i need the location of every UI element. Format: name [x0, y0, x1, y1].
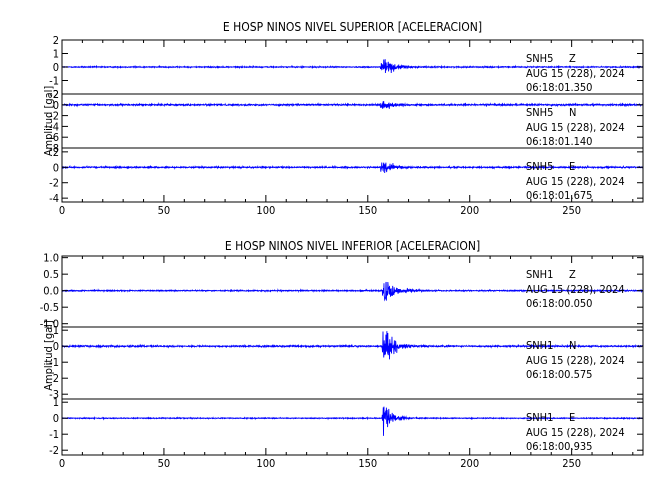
record-date: AUG 15 (228), 2024 — [526, 121, 625, 134]
y-tick-label: 1 — [53, 48, 59, 61]
y-tick-label: -8 — [49, 142, 59, 155]
y-tick-label: 0 — [53, 161, 59, 174]
component-code: Z — [569, 268, 576, 281]
waveform-trace — [61, 406, 644, 436]
chart-title: E HOSP NINOS NIVEL INFERIOR [ACELERACION… — [225, 239, 480, 253]
y-tick-label: -2 — [49, 444, 59, 457]
station-code: SNH5 — [526, 160, 553, 173]
station-code: SNH5 — [526, 52, 553, 65]
y-tick-label: 2 — [53, 88, 59, 101]
x-tick-label: 0 — [59, 204, 65, 217]
y-tick-label: 2 — [53, 34, 59, 47]
y-tick-label: 0 — [53, 61, 59, 74]
y-tick-label: -1 — [49, 428, 59, 441]
chart-frame — [61, 255, 644, 456]
waveform-trace — [61, 281, 644, 302]
station-code: SNH1 — [526, 411, 553, 424]
y-tick-label: -1 — [49, 356, 59, 369]
x-tick-label: 250 — [562, 204, 581, 217]
waveform-trace — [61, 59, 644, 74]
y-tick-label: -2 — [49, 177, 59, 190]
x-tick-label: 50 — [158, 204, 171, 217]
component-code: N — [569, 106, 576, 119]
y-tick-label: -2 — [49, 372, 59, 385]
component-code: N — [569, 339, 576, 352]
record-date: AUG 15 (228), 2024 — [526, 426, 625, 439]
y-tick-label: 0.5 — [43, 268, 59, 281]
y-tick-label: 0 — [53, 99, 59, 112]
y-tick-label: -1.0 — [40, 318, 59, 331]
y-tick-label: -0.5 — [40, 301, 59, 314]
chart-superior: E HOSP NINOS NIVEL SUPERIOR [ACELERACION… — [42, 20, 644, 217]
station-code: SNH1 — [526, 268, 553, 281]
y-tick-label: 2 — [53, 146, 59, 159]
y-tick-label: -2 — [49, 88, 59, 101]
record-time: 06:18:01.140 — [526, 135, 592, 148]
y-tick-label: -6 — [49, 131, 59, 144]
station-code: SNH1 — [526, 339, 553, 352]
x-tick-label: 200 — [460, 457, 479, 470]
y-tick-label: -4 — [49, 192, 59, 205]
x-tick-label: 150 — [358, 457, 377, 470]
component-code: E — [569, 160, 575, 173]
chart-inferior: E HOSP NINOS NIVEL INFERIOR [ACELERACION… — [40, 239, 644, 470]
component-code: Z — [569, 52, 576, 65]
record-date: AUG 15 (228), 2024 — [526, 175, 625, 188]
y-tick-label: -1 — [49, 75, 59, 88]
waveform-trace — [61, 101, 644, 109]
x-tick-label: 250 — [562, 457, 581, 470]
y-tick-label: -3 — [49, 388, 59, 401]
y-tick-label: -4 — [49, 120, 59, 133]
waveform-trace — [61, 331, 644, 360]
y-tick-label: 1 — [53, 324, 59, 337]
y-tick-label: 0 — [53, 412, 59, 425]
x-tick-label: 100 — [256, 204, 275, 217]
x-tick-label: 150 — [358, 204, 377, 217]
x-tick-label: 50 — [158, 457, 171, 470]
panel-snh1-z: 1.0 0.5 0.0 -0.5 -1.0 SNH1 Z AUG 15 (228), 2024… — [40, 252, 644, 331]
y-tick-label: 0 — [53, 340, 59, 353]
component-code: E — [569, 411, 575, 424]
x-tick-label: 100 — [256, 457, 275, 470]
record-time: 06:18:01.350 — [526, 81, 592, 94]
y-axis-label: Amplitud [gal] — [42, 320, 55, 391]
y-tick-label: 1 — [53, 396, 59, 409]
record-date: AUG 15 (228), 2024 — [526, 283, 625, 296]
record-time: 06:18:00.935 — [526, 440, 592, 453]
y-tick-label: 1.0 — [43, 252, 59, 265]
waveform-trace — [61, 162, 644, 173]
record-time: 06:18:01.675 — [526, 189, 592, 202]
x-tick-label: 0 — [59, 457, 65, 470]
record-date: AUG 15 (228), 2024 — [526, 354, 625, 367]
y-axis-label: Amplitud [gal] — [42, 86, 55, 157]
x-tick-label: 200 — [460, 204, 479, 217]
panel-snh5-e: 2 0 -2 -4 SNH5 E AUG 15 (228), 202406:18:01.67… — [49, 146, 644, 205]
record-date: AUG 15 (228), 2024 — [526, 67, 625, 80]
record-time: 06:18:00.050 — [526, 297, 592, 310]
panel-snh1-n: 1 0 -1 -2 -3 SNH1 N AUG 15 (228), 202406:18:00.… — [49, 324, 644, 401]
record-time: 06:18:00.575 — [526, 368, 592, 381]
chart-title: E HOSP NINOS NIVEL SUPERIOR [ACELERACION… — [223, 20, 482, 34]
y-tick-label: 0.0 — [43, 285, 59, 298]
station-code: SNH5 — [526, 106, 553, 119]
panel-snh1-e: 1 0 -1 -2 SNH1 E AUG 15 (228), 202406:18:00.93… — [49, 396, 644, 457]
chart-frame — [61, 39, 644, 203]
y-tick-label: -2 — [49, 110, 59, 123]
